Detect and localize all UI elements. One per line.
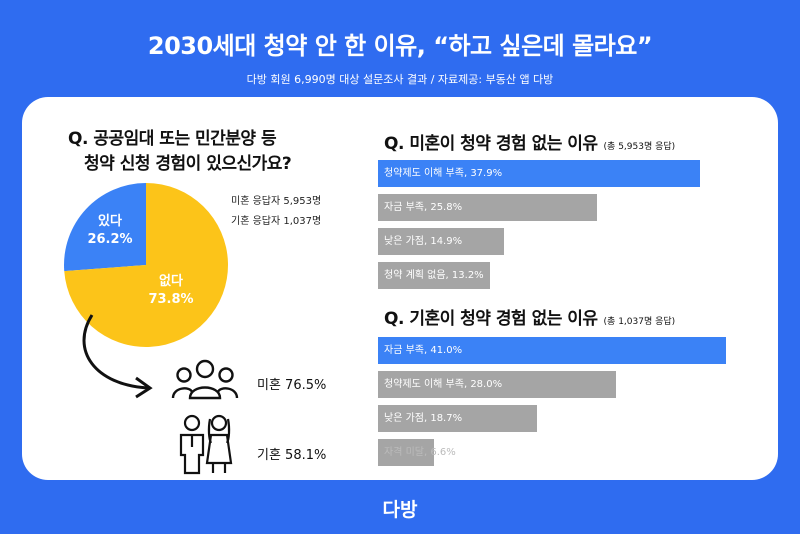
bar-label: 자격 미달, 6.6% bbox=[384, 447, 456, 458]
pie-value-no: 73.8% bbox=[148, 292, 194, 307]
marital-married: 기혼 58.1% bbox=[257, 448, 327, 463]
right-question-1-title: Q. 미혼이 청약 경험 없는 이유 bbox=[384, 134, 598, 154]
marital-unmarried: 미혼 76.5% bbox=[257, 378, 327, 393]
dabang-logo: 다방 bbox=[382, 499, 418, 521]
bar-label: 청약제도 이해 부족, 28.0% bbox=[384, 379, 503, 390]
bar bbox=[378, 337, 726, 364]
right-question-2-note: (총 1,037명 응답) bbox=[603, 317, 676, 327]
bar bbox=[378, 194, 597, 221]
left-question-line1: Q. 공공임대 또는 민간분양 등 bbox=[68, 129, 277, 149]
bar bbox=[378, 160, 700, 187]
bar-label: 자금 부족, 25.8% bbox=[384, 202, 463, 213]
bar-label: 청약제도 이해 부족, 37.9% bbox=[384, 168, 503, 179]
right-question-2: Q. 기혼이 청약 경험 없는 이유 (총 1,037명 응답) bbox=[384, 307, 675, 334]
right-question-1-note: (총 5,953명 응답) bbox=[603, 142, 676, 152]
bar-label: 청약 계획 없음, 13.2% bbox=[384, 270, 484, 281]
couple-icon bbox=[179, 414, 233, 475]
bar bbox=[378, 262, 491, 289]
pie-label-yes-box: 있다 26.2% bbox=[80, 213, 140, 249]
page-title: 2030세대 청약 안 한 이유, “하고 싶은데 몰라요” bbox=[147, 32, 653, 60]
bar-label: 자금 부족, 41.0% bbox=[384, 345, 463, 356]
right-question-2-title: Q. 기혼이 청약 경험 없는 이유 bbox=[384, 309, 598, 329]
bar-label: 낮은 가점, 14.9% bbox=[384, 236, 463, 247]
right-question-1: Q. 미혼이 청약 경험 없는 이유 (총 5,953명 응답) bbox=[384, 132, 675, 159]
respondents-married: 기혼 응답자 1,037명 bbox=[231, 216, 322, 227]
bar bbox=[378, 228, 505, 255]
pie-label-no: 없다 bbox=[159, 274, 183, 289]
pie-label-no-box: 없다 73.8% bbox=[141, 273, 201, 309]
pie-value-yes: 26.2% bbox=[87, 232, 133, 247]
family-icon bbox=[171, 359, 239, 400]
bar bbox=[378, 405, 537, 432]
left-question-line2: 청약 신청 경험이 있으신가요? bbox=[84, 154, 292, 174]
bar bbox=[378, 439, 435, 466]
pie-label-yes: 있다 bbox=[98, 214, 122, 229]
bar bbox=[378, 371, 616, 398]
bar-label: 낮은 가점, 18.7% bbox=[384, 413, 463, 424]
respondents-unmarried: 미혼 응답자 5,953명 bbox=[231, 196, 322, 207]
page-subtitle: 다방 회원 6,990명 대상 설문조사 결과 / 자료제공: 부동산 앱 다방 bbox=[246, 73, 554, 86]
